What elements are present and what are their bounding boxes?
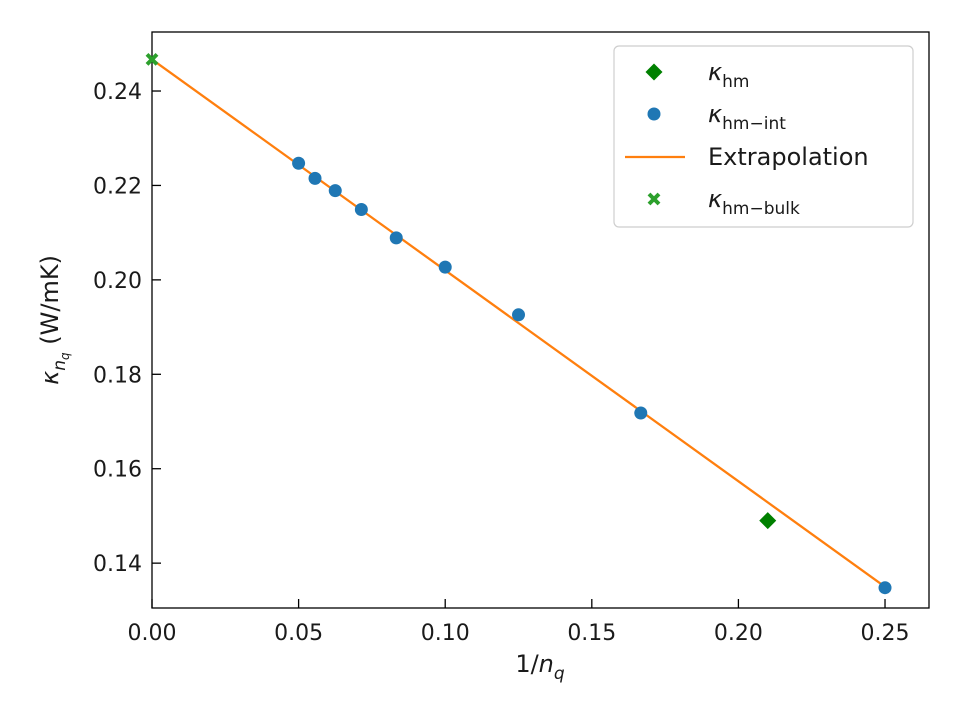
data-point (292, 156, 306, 170)
legend-marker (645, 63, 663, 81)
plot-area: 0.00 0.05 0.10 0.15 0.20 0.25 0.14 0.16 0.18 0.2… (93, 31, 930, 646)
svg-text:κnq (W/mK): κnq (W/mK) (36, 255, 72, 385)
y-tick-label: 0.20 (93, 269, 142, 294)
legend-marker (647, 192, 661, 206)
y-tick-label: 0.16 (93, 458, 142, 483)
data-point (145, 52, 159, 66)
legend-label: Extrapolation (708, 143, 869, 171)
y-tick-label: 0.22 (93, 174, 142, 199)
extrapolation-line (151, 58, 886, 588)
plot-frame (151, 31, 930, 609)
x-tick-label: 0.20 (714, 621, 763, 646)
x-tick-label: 0.25 (861, 621, 910, 646)
y-axis-label: κnq (W/mK) (36, 255, 72, 385)
data-point (759, 512, 777, 530)
data-point (354, 203, 368, 217)
x-tick-label: 0.00 (128, 621, 177, 646)
series-extrapolation (151, 58, 886, 588)
legend-entry-hm: κhm (645, 58, 750, 92)
y-axis-ticks: 0.14 0.16 0.18 0.20 0.22 0.24 (93, 80, 161, 577)
y-tick-label: 0.24 (93, 80, 142, 105)
legend-marker (647, 107, 661, 121)
series-hm-int (292, 156, 892, 595)
data-point (328, 184, 342, 198)
y-tick-label: 0.14 (93, 552, 142, 577)
data-point (878, 581, 892, 595)
legend-label: κhm−bulk (708, 185, 800, 219)
series-hm (759, 512, 777, 530)
x-tick-label: 0.05 (274, 621, 323, 646)
data-point (438, 260, 452, 274)
legend-entry-hm-bulk: κhm−bulk (647, 185, 800, 219)
data-point (634, 406, 648, 420)
series-hm-bulk (145, 52, 159, 66)
data-point (389, 231, 403, 245)
legend: κhm κhm−int Extrapolation κhm−bulk (613, 45, 914, 228)
data-point (308, 171, 322, 185)
x-tick-label: 0.10 (421, 621, 470, 646)
data-point (512, 308, 526, 322)
legend-label: κhm (708, 58, 750, 92)
x-tick-label: 0.15 (567, 621, 616, 646)
y-tick-label: 0.18 (93, 363, 142, 388)
x-axis-ticks: 0.00 0.05 0.10 0.15 0.20 0.25 (128, 599, 910, 646)
legend-entry-hm-int: κhm−int (647, 100, 786, 134)
legend-entry-extrapolation: Extrapolation (625, 143, 869, 171)
series-layer (145, 52, 892, 595)
x-axis-label: 1/nq (515, 650, 565, 684)
legend-box (613, 45, 914, 228)
legend-label: κhm−int (708, 100, 786, 134)
